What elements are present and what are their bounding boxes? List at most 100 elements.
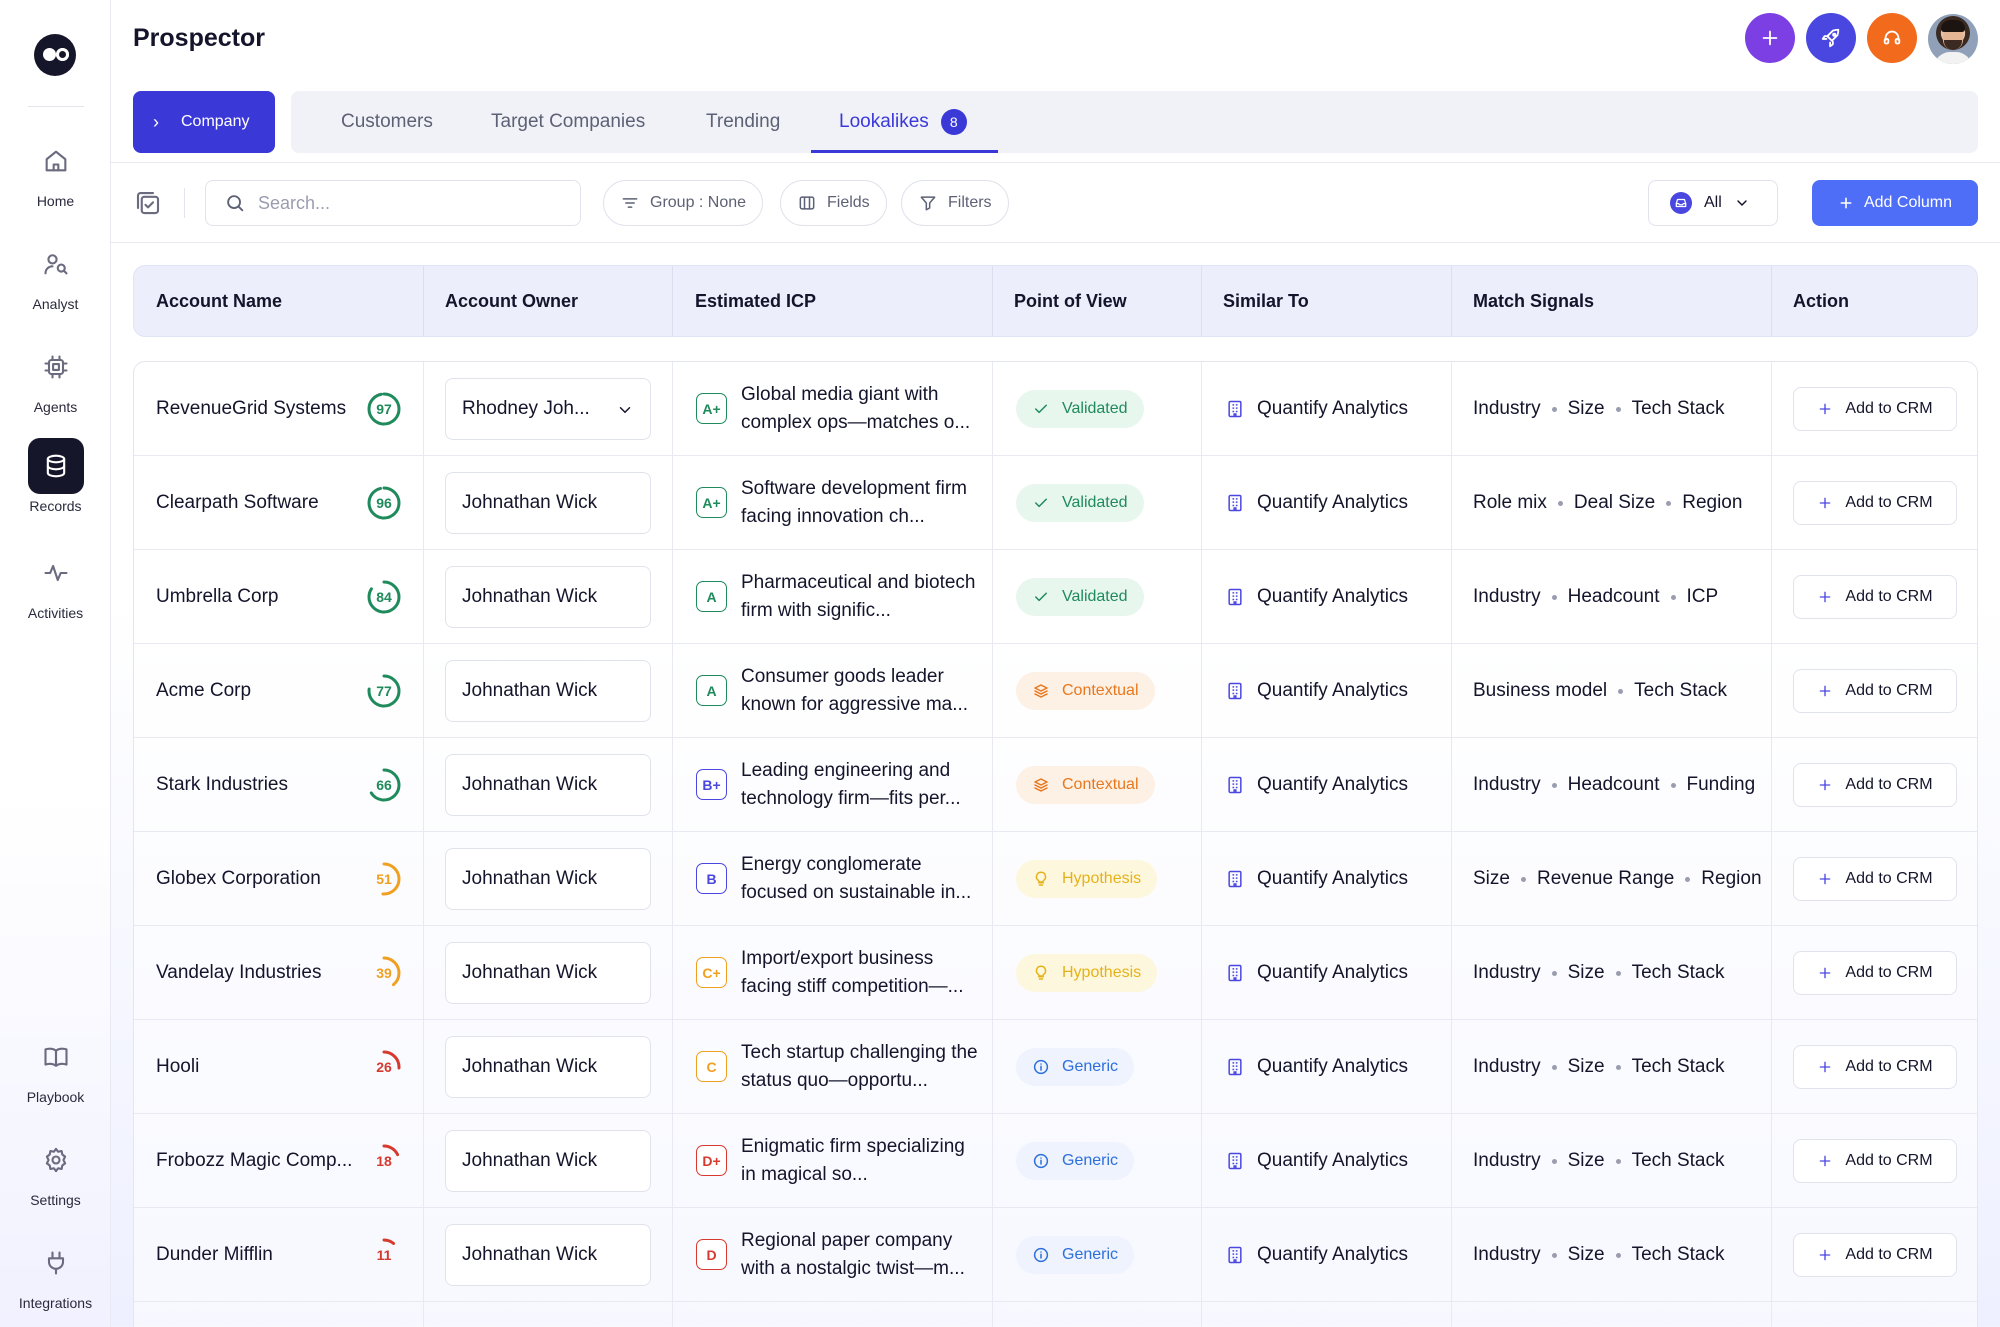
account-owner-select[interactable]: Johnathan Wick bbox=[445, 472, 651, 534]
table-row[interactable]: Umbrella Corp 84 Johnathan Wick A Pharma… bbox=[134, 550, 1977, 644]
search-input[interactable] bbox=[258, 192, 558, 214]
point-of-view-badge[interactable]: Hypothesis bbox=[1016, 954, 1158, 992]
account-owner-select[interactable]: Johnathan Wick bbox=[445, 942, 651, 1004]
add-to-crm-button[interactable]: Add to CRM bbox=[1793, 1233, 1957, 1277]
user-avatar[interactable] bbox=[1928, 14, 1978, 64]
column-header-estimated-icp[interactable]: Estimated ICP bbox=[695, 290, 817, 311]
table-row[interactable]: Stark Industries 66 Johnathan Wick B+ Le… bbox=[134, 738, 1977, 832]
table-row[interactable]: Globex Corporation 51 Johnathan Wick B E… bbox=[134, 832, 1977, 926]
account-name[interactable]: Vandelay Industries bbox=[156, 962, 322, 983]
sidebar-item-playbook[interactable]: Playbook bbox=[0, 1029, 111, 1105]
account-name[interactable]: RevenueGrid Systems bbox=[156, 398, 347, 419]
create-button[interactable] bbox=[1745, 13, 1795, 63]
fields-button[interactable]: Fields bbox=[780, 180, 887, 226]
add-to-crm-button[interactable]: Add to CRM bbox=[1793, 951, 1957, 995]
table-body: RevenueGrid Systems 97 Rhodney Joh... A+… bbox=[133, 361, 1978, 1327]
table-row[interactable]: Vandelay Industries 39 Johnathan Wick C+… bbox=[134, 926, 1977, 1020]
sidebar-item-activities[interactable]: Activities bbox=[0, 545, 111, 621]
point-of-view-badge[interactable]: Generic bbox=[1016, 1236, 1135, 1274]
point-of-view-badge[interactable]: Validated bbox=[1016, 578, 1144, 616]
account-owner: Johnathan Wick bbox=[462, 868, 598, 889]
point-of-view-badge[interactable]: Hypothesis bbox=[1016, 860, 1158, 898]
account-name[interactable]: Globex Corporation bbox=[156, 868, 321, 889]
column-header-similar-to[interactable]: Similar To bbox=[1223, 290, 1309, 311]
point-of-view-badge[interactable]: Validated bbox=[1016, 484, 1144, 522]
add-to-crm-button[interactable]: Add to CRM bbox=[1793, 669, 1957, 713]
column-header-match-signals[interactable]: Match Signals bbox=[1473, 290, 1595, 311]
table-row[interactable]: Frobozz Magic Comp... 18 Johnathan Wick … bbox=[134, 1114, 1977, 1208]
tab-customers[interactable]: Customers bbox=[341, 111, 433, 132]
fit-score: 66 bbox=[376, 777, 392, 793]
point-of-view-badge[interactable]: Validated bbox=[1016, 390, 1144, 428]
table-row[interactable]: Dunder Mifflin 11 Johnathan Wick D Regio… bbox=[134, 1208, 1977, 1302]
column-header-account-owner[interactable]: Account Owner bbox=[445, 290, 579, 311]
similar-company: Quantify Analytics bbox=[1257, 774, 1409, 795]
similar-to-link[interactable]: Quantify Analytics bbox=[1225, 926, 1408, 1020]
search-field[interactable] bbox=[205, 180, 581, 226]
account-name[interactable]: Acme Corp bbox=[156, 680, 252, 701]
fit-score-ring: 97 bbox=[366, 391, 402, 427]
table-row[interactable]: Acme Corp 77 Johnathan Wick A Consumer g… bbox=[134, 644, 1977, 738]
account-name[interactable]: Umbrella Corp bbox=[156, 586, 279, 607]
similar-to-link[interactable]: Quantify Analytics bbox=[1225, 644, 1408, 738]
add-column-button[interactable]: Add Column bbox=[1812, 180, 1978, 226]
table-row[interactable]: Clearpath Software 96 Johnathan Wick A+ … bbox=[134, 456, 1977, 550]
similar-to-link[interactable]: Quantify Analytics bbox=[1225, 550, 1408, 644]
account-name[interactable]: Dunder Mifflin bbox=[156, 1244, 273, 1265]
similar-to-link[interactable]: Quantify Analytics bbox=[1225, 1114, 1408, 1208]
similar-to-link[interactable]: Quantify Analytics bbox=[1225, 456, 1408, 550]
point-of-view-badge[interactable]: Generic bbox=[1016, 1048, 1135, 1086]
account-owner-select[interactable]: Johnathan Wick bbox=[445, 566, 651, 628]
point-of-view-badge[interactable]: Generic bbox=[1016, 1142, 1135, 1180]
entity-selector-button[interactable]: › Company bbox=[133, 91, 275, 153]
add-to-crm-button[interactable]: Add to CRM bbox=[1793, 857, 1957, 901]
add-to-crm-button[interactable]: Add to CRM bbox=[1793, 1139, 1957, 1183]
similar-to-link[interactable]: Quantify Analytics bbox=[1225, 832, 1408, 926]
account-owner-select[interactable]: Johnathan Wick bbox=[445, 754, 651, 816]
account-owner-select[interactable]: Johnathan Wick bbox=[445, 1130, 651, 1192]
match-signal: Industry bbox=[1473, 398, 1541, 419]
support-button[interactable] bbox=[1867, 13, 1917, 63]
account-name[interactable]: Frobozz Magic Comp... bbox=[156, 1150, 353, 1171]
sidebar-item-records[interactable]: Records bbox=[0, 438, 111, 514]
account-owner-select[interactable]: Rhodney Joh... bbox=[445, 378, 651, 440]
add-to-crm-button[interactable]: Add to CRM bbox=[1793, 1045, 1957, 1089]
similar-to-link[interactable]: Quantify Analytics bbox=[1225, 362, 1408, 456]
tab-lookalikes[interactable]: Lookalikes 8 bbox=[839, 91, 967, 153]
account-name[interactable]: Hooli bbox=[156, 1056, 200, 1077]
add-to-crm-button[interactable]: Add to CRM bbox=[1793, 481, 1957, 525]
add-to-crm-button[interactable]: Add to CRM bbox=[1793, 387, 1957, 431]
account-owner-select[interactable]: Johnathan Wick bbox=[445, 1224, 651, 1286]
similar-to-link[interactable]: Quantify Analytics bbox=[1225, 1020, 1408, 1114]
account-owner-select[interactable]: Johnathan Wick bbox=[445, 848, 651, 910]
column-header-action[interactable]: Action bbox=[1793, 290, 1849, 311]
add-to-crm-button[interactable]: Add to CRM bbox=[1793, 763, 1957, 807]
sidebar-item-analyst[interactable]: Analyst bbox=[0, 236, 111, 312]
app-logo[interactable] bbox=[34, 34, 76, 76]
sidebar-item-agents[interactable]: Agents bbox=[0, 339, 111, 415]
tab-trending[interactable]: Trending bbox=[706, 111, 781, 132]
column-header-point-of-view[interactable]: Point of View bbox=[1014, 290, 1127, 311]
table-row[interactable]: RevenueGrid Systems 97 Rhodney Joh... A+… bbox=[134, 362, 1977, 456]
account-owner-select[interactable]: Johnathan Wick bbox=[445, 660, 651, 722]
similar-to-link[interactable]: Quantify Analytics bbox=[1225, 738, 1408, 832]
table-row[interactable]: Hooli 26 Johnathan Wick C Tech startup c… bbox=[134, 1020, 1977, 1114]
filters-button[interactable]: Filters bbox=[901, 180, 1009, 226]
bulk-select-button[interactable] bbox=[133, 188, 163, 223]
point-of-view-badge[interactable]: Contextual bbox=[1016, 672, 1155, 710]
sidebar-item-integrations[interactable]: Integrations bbox=[0, 1235, 111, 1311]
similar-to-link[interactable]: Quantify Analytics bbox=[1225, 1208, 1408, 1302]
tab-target-companies[interactable]: Target Companies bbox=[491, 111, 646, 132]
mailbox-filter-select[interactable]: All bbox=[1648, 180, 1778, 226]
account-name[interactable]: Stark Industries bbox=[156, 774, 288, 795]
icp-grade-badge: B+ bbox=[696, 769, 727, 800]
point-of-view-badge[interactable]: Contextual bbox=[1016, 766, 1155, 804]
sidebar-item-home[interactable]: Home bbox=[0, 133, 111, 209]
add-to-crm-button[interactable]: Add to CRM bbox=[1793, 575, 1957, 619]
launch-button[interactable] bbox=[1806, 13, 1856, 63]
group-by-button[interactable]: Group : None bbox=[603, 180, 764, 226]
account-owner-select[interactable]: Johnathan Wick bbox=[445, 1036, 651, 1098]
sidebar-item-settings[interactable]: Settings bbox=[0, 1132, 111, 1208]
column-header-account-name[interactable]: Account Name bbox=[156, 290, 283, 311]
account-name[interactable]: Clearpath Software bbox=[156, 492, 319, 513]
